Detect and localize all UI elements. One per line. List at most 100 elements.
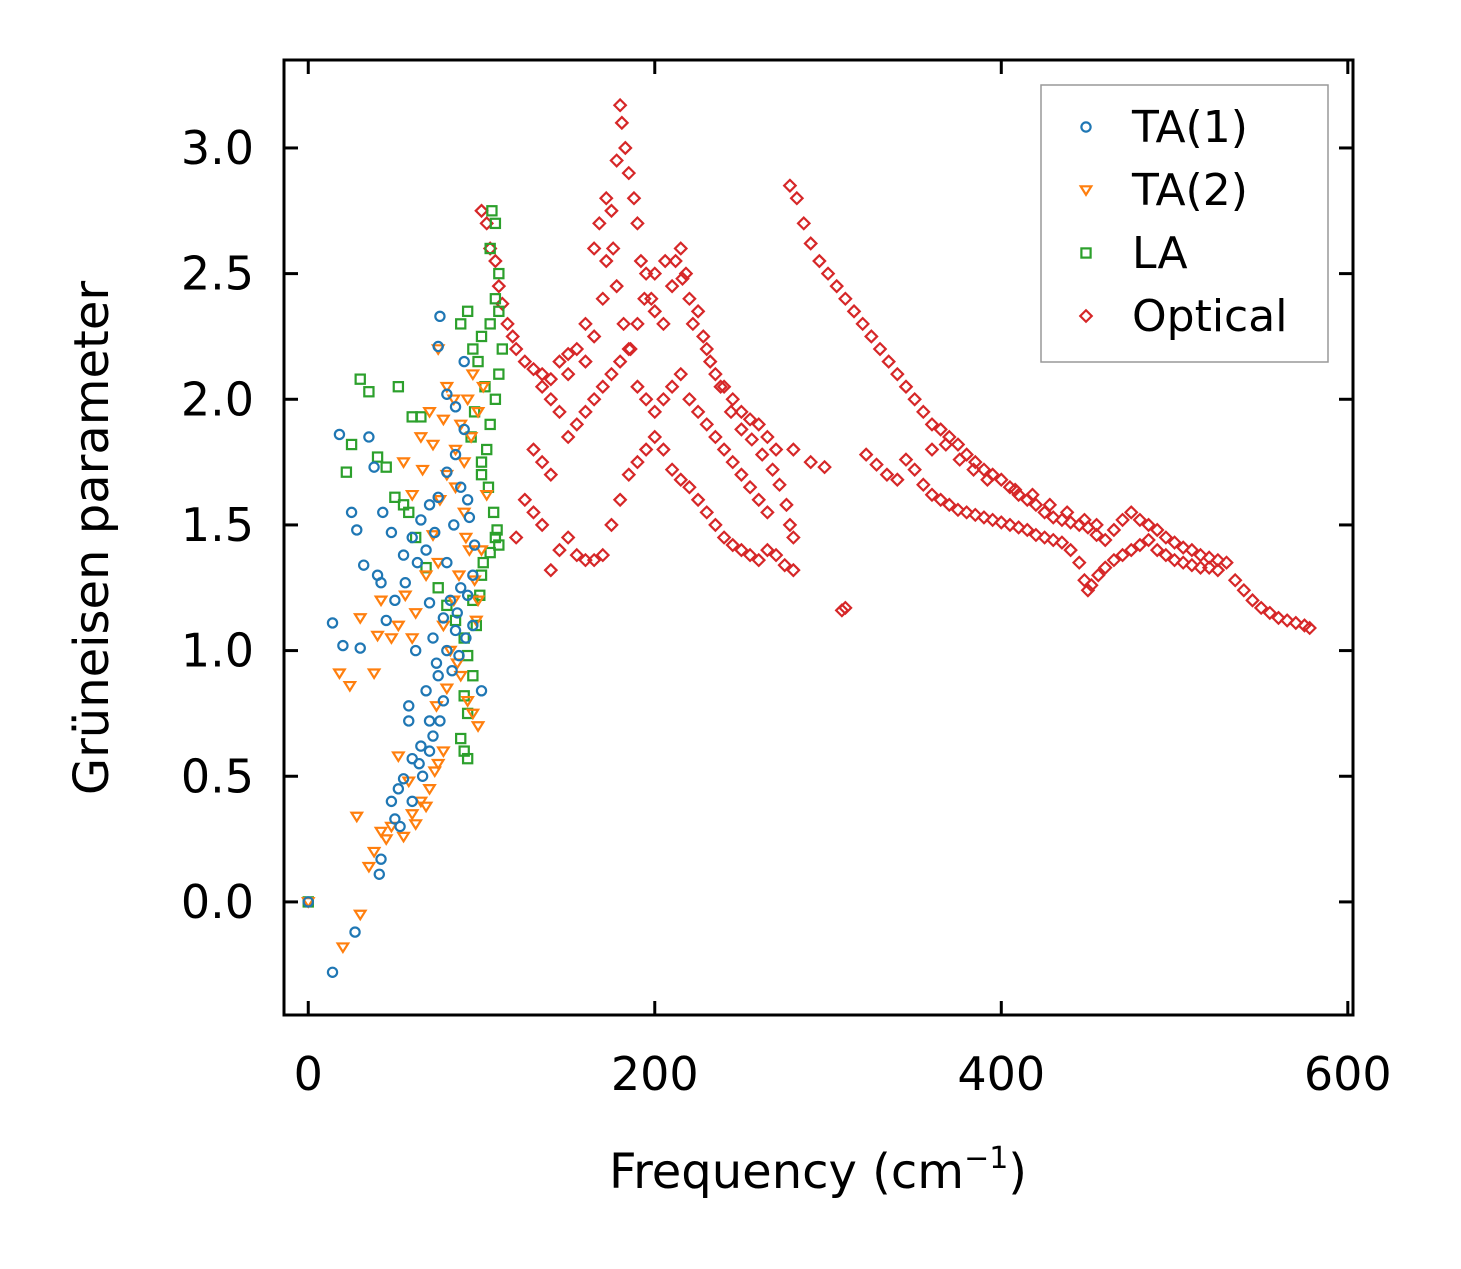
point-optical <box>734 422 749 437</box>
point-optical <box>950 502 966 518</box>
point-optical <box>656 442 671 457</box>
point-optical <box>578 404 593 420</box>
point-ta2 <box>352 909 368 922</box>
point-la <box>493 267 505 280</box>
point-optical <box>560 346 576 362</box>
point-optical <box>1063 542 1078 558</box>
point-ta1 <box>345 506 358 519</box>
point-la <box>493 305 505 318</box>
point-la <box>481 443 493 456</box>
axes-frame <box>282 58 1355 1017</box>
point-la <box>415 411 427 423</box>
point-ta1 <box>351 524 363 536</box>
point-ta2 <box>451 570 467 583</box>
point-la <box>484 318 496 330</box>
point-ta1 <box>449 401 462 413</box>
point-optical <box>1158 547 1174 563</box>
point-ta2 <box>366 846 382 859</box>
point-ta2 <box>349 811 365 824</box>
point-ta2 <box>418 801 434 814</box>
point-optical <box>630 454 645 470</box>
legend-marker <box>1078 185 1094 197</box>
point-ta2 <box>418 570 434 583</box>
point-ta1 <box>449 448 462 461</box>
point-optical <box>803 236 819 251</box>
point-optical <box>526 361 541 377</box>
point-optical <box>678 266 694 281</box>
point-optical <box>734 542 749 558</box>
point-optical <box>623 341 638 357</box>
point-optical <box>1141 532 1156 548</box>
point-optical <box>578 316 593 332</box>
point-optical <box>534 379 550 395</box>
point-ta1 <box>397 773 410 785</box>
point-optical <box>751 492 767 508</box>
point-optical <box>782 178 798 193</box>
point-ta1 <box>385 795 398 808</box>
point-ta2 <box>467 575 482 588</box>
point-optical <box>742 479 758 495</box>
point-optical <box>618 140 633 156</box>
point-optical <box>656 391 671 407</box>
point-optical <box>1025 487 1040 503</box>
point-optical <box>604 517 619 533</box>
point-ta1 <box>429 526 441 539</box>
legend-marker <box>1078 308 1094 324</box>
point-optical <box>592 216 607 231</box>
point-optical <box>560 429 576 445</box>
point-optical <box>820 266 836 281</box>
point-optical <box>633 253 649 269</box>
point-ta1 <box>373 868 385 880</box>
point-optical <box>668 253 683 269</box>
point-optical <box>907 391 922 407</box>
point-optical <box>1149 522 1165 538</box>
point-ta2 <box>404 489 420 502</box>
point-la <box>455 732 467 745</box>
point-optical <box>734 404 749 420</box>
point-optical <box>695 329 711 344</box>
point-optical <box>517 492 533 508</box>
point-optical <box>1141 517 1156 533</box>
legend: TA(1) TA(2) LA Optical <box>1040 84 1329 363</box>
point-la <box>467 343 479 355</box>
point-optical <box>647 429 663 445</box>
point-optical <box>616 316 631 332</box>
point-ta2 <box>391 751 406 763</box>
point-optical <box>777 557 793 573</box>
x-tick-label: 200 <box>611 1047 699 1101</box>
point-optical <box>552 542 567 558</box>
y-tick-label: 2.0 <box>181 372 254 426</box>
point-la <box>474 589 486 602</box>
point-ta2 <box>422 784 437 796</box>
point-optical <box>508 530 524 545</box>
point-optical <box>1037 530 1052 545</box>
point-optical <box>786 562 801 578</box>
point-ta1 <box>434 715 446 727</box>
point-ta2 <box>439 381 455 394</box>
point-optical <box>552 354 567 369</box>
point-optical <box>1184 557 1200 573</box>
point-optical <box>604 203 619 219</box>
point-optical <box>560 530 576 545</box>
point-optical <box>1028 527 1044 543</box>
point-ta1 <box>420 685 432 697</box>
point-la <box>363 386 375 398</box>
point-optical <box>1106 552 1122 568</box>
point-optical <box>924 487 940 503</box>
y-tick-label: 1.5 <box>181 498 254 552</box>
point-optical <box>702 354 718 369</box>
point-ta2 <box>408 608 423 620</box>
point-ta1 <box>337 639 349 652</box>
point-ta1 <box>377 506 389 519</box>
legend-label: TA(2) <box>1131 165 1248 216</box>
point-optical <box>933 422 948 437</box>
point-ta1 <box>357 559 370 571</box>
point-optical <box>685 316 701 332</box>
point-optical <box>817 459 832 475</box>
point-optical <box>1158 530 1174 545</box>
point-ta2 <box>446 394 462 407</box>
point-optical <box>1123 542 1139 558</box>
point-optical <box>690 304 706 319</box>
point-optical <box>864 329 879 344</box>
point-optical <box>488 253 503 269</box>
